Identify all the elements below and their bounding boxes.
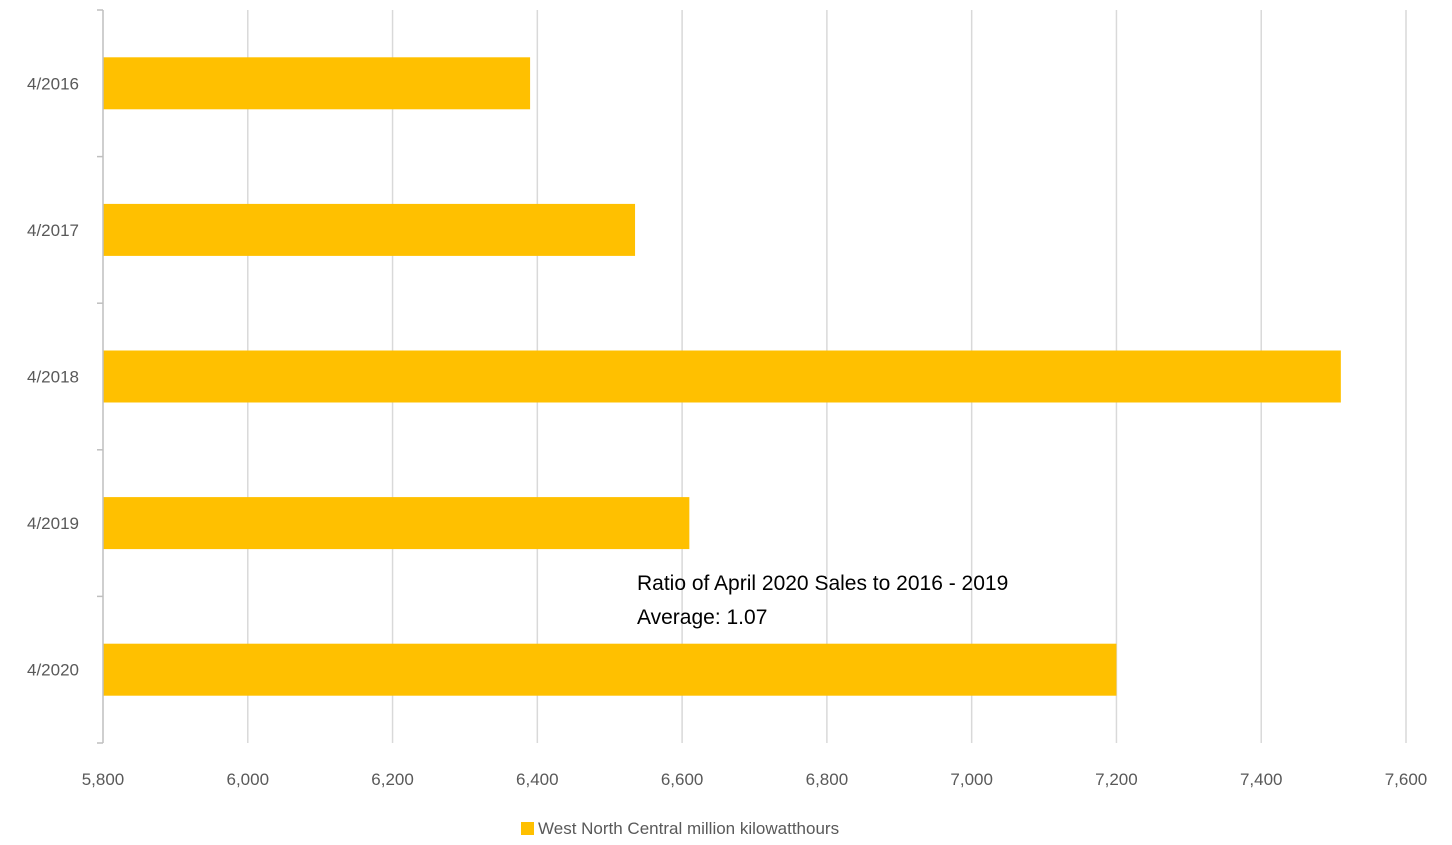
axes <box>97 9 104 744</box>
y-tick-label: 4/2017 <box>27 221 79 240</box>
legend-swatch <box>521 822 534 835</box>
x-tick-labels: 5,800 6,000 6,200 6,400 6,600 6,800 7,000 7,200… <box>82 770 1428 789</box>
bar <box>103 497 690 550</box>
y-tick-label: 4/2018 <box>27 368 79 387</box>
x-tick-label: 6,800 <box>806 770 849 789</box>
x-tick-label: 7,400 <box>1240 770 1283 789</box>
bars <box>103 57 1341 696</box>
x-tick-label: 5,800 <box>82 770 125 789</box>
legend: West North Central million kilowatthours <box>521 819 839 838</box>
x-tick-label: 7,600 <box>1385 770 1428 789</box>
x-tick-label: 7,200 <box>1095 770 1138 789</box>
y-tick-labels: 4/2016 4/2017 4/2018 4/2019 4/2020 <box>27 74 79 679</box>
legend-label: West North Central million kilowatthours <box>538 819 839 838</box>
bar <box>103 643 1117 696</box>
x-tick-label: 6,200 <box>371 770 414 789</box>
annotation-line-1: Ratio of April 2020 Sales to 2016 - 2019 <box>637 572 1008 595</box>
x-tick-label: 6,600 <box>661 770 704 789</box>
bar <box>103 203 636 256</box>
y-tick-label: 4/2016 <box>27 74 79 93</box>
x-tick-label: 6,000 <box>227 770 270 789</box>
bar <box>103 350 1341 403</box>
x-tick-label: 7,000 <box>950 770 993 789</box>
bar <box>103 57 531 110</box>
annotation-line-2: Average: 1.07 <box>637 606 767 629</box>
y-tick-label: 4/2019 <box>27 514 79 533</box>
y-tick-label: 4/2020 <box>27 661 79 680</box>
x-tick-label: 6,400 <box>516 770 559 789</box>
